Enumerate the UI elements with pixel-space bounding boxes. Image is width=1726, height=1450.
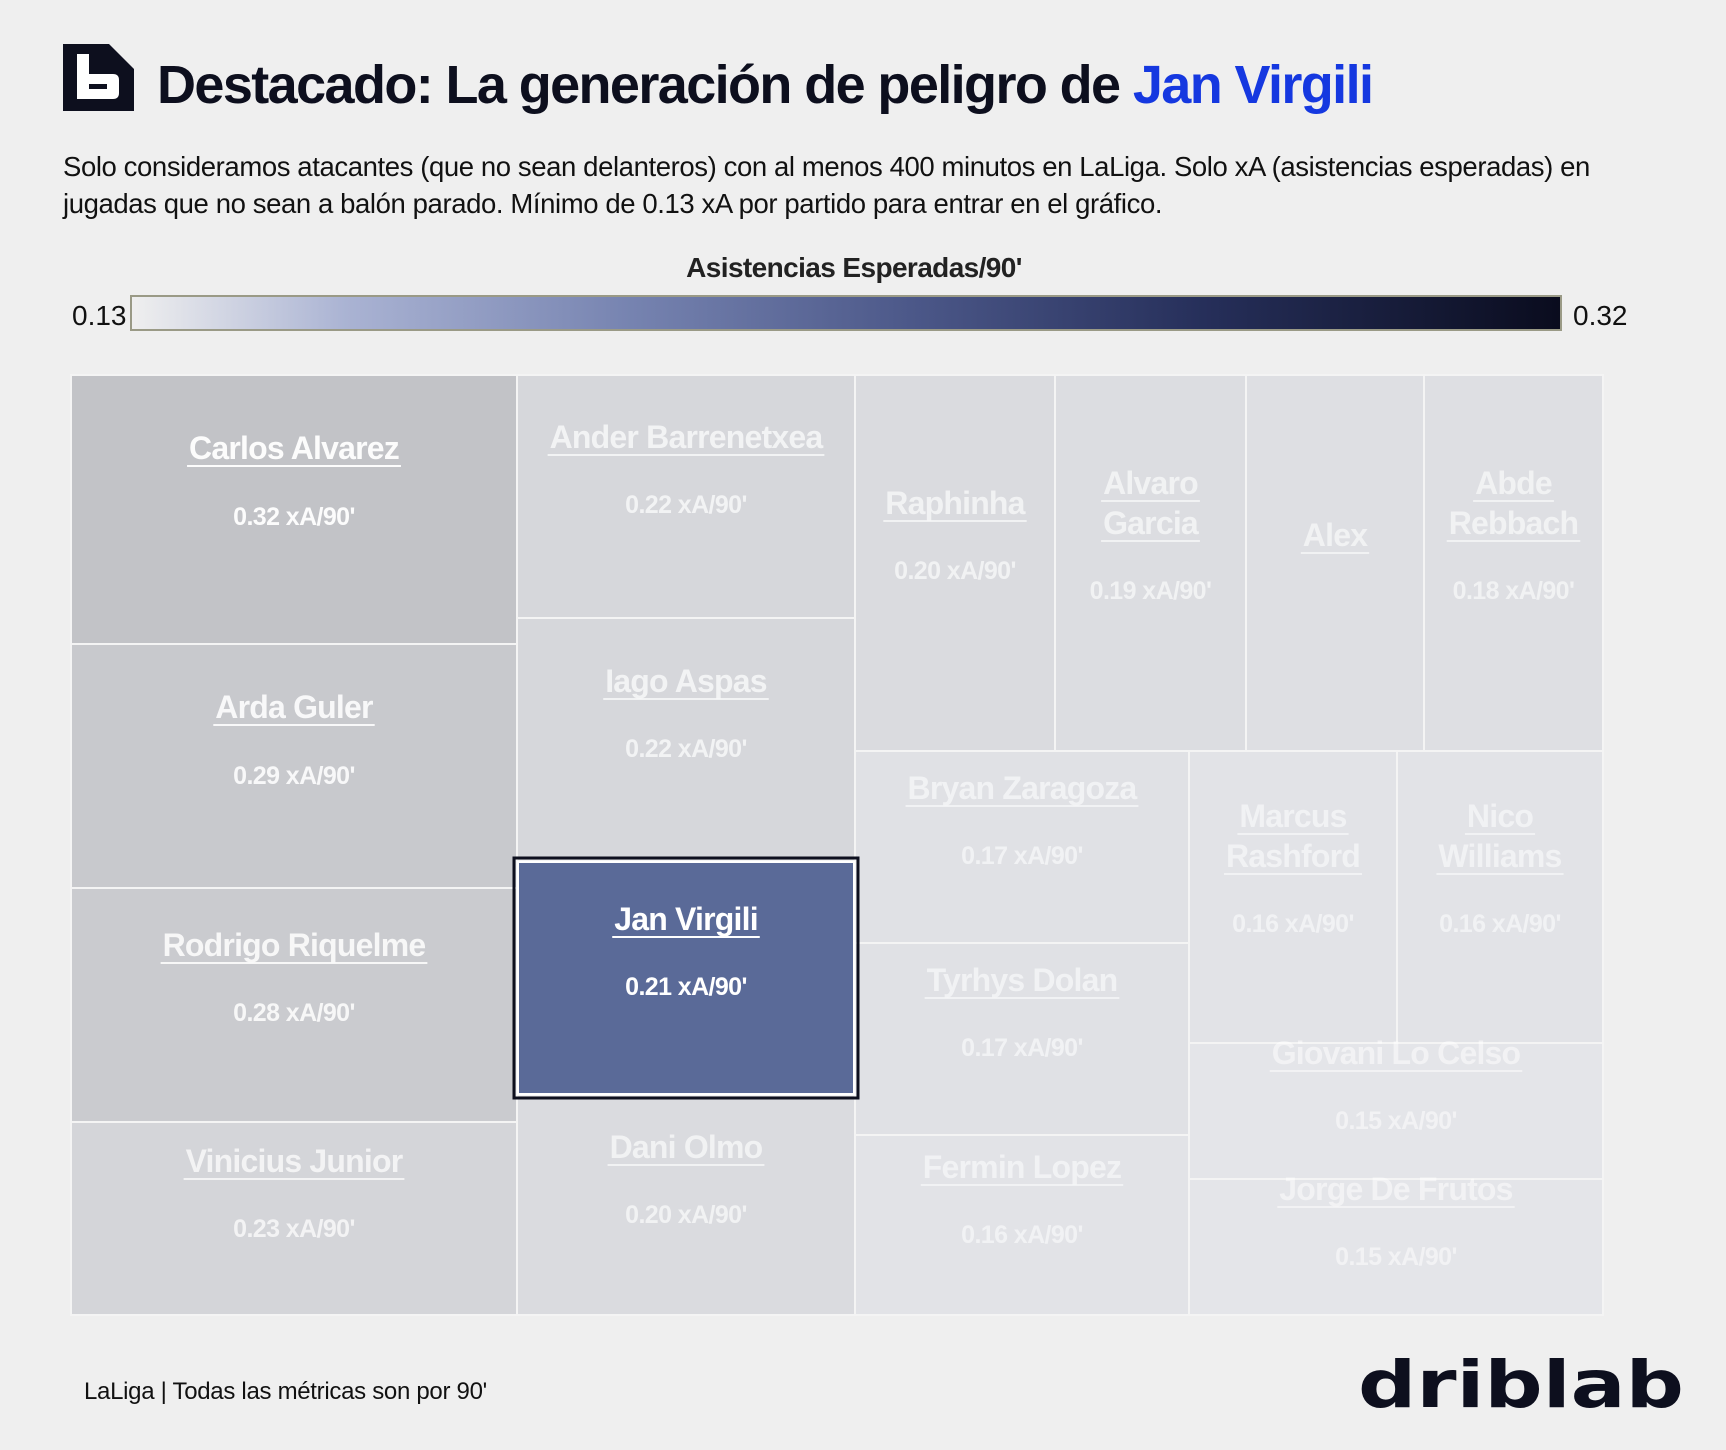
treemap-cell-giovani-lo-celso: [1188, 1042, 1604, 1180]
treemap-cell-bryan-zaragoza: [854, 750, 1190, 944]
treemap-cell-nico-williams: [1396, 750, 1604, 1044]
treemap-cell-vinicius-junior: [70, 1121, 518, 1316]
colorbar: [130, 295, 1562, 331]
treemap-cell-alvaro-garcia: [1054, 374, 1247, 752]
treemap-cell-abde-rebbach: [1423, 374, 1604, 752]
colorbar-title: Asistencias Esperadas/90': [686, 252, 1022, 283]
treemap-value-arda-guler: 0.29 xA/90': [233, 762, 355, 790]
treemap-name-alvaro-garcia: Alvaro: [1103, 465, 1198, 501]
driblab-logo: driblab: [1358, 1346, 1688, 1423]
treemap-cell-alex: [1245, 374, 1425, 752]
treemap-name-arda-guler: Arda Guler: [215, 689, 373, 725]
treemap-value-giovani-lo-celso: 0.15 xA/90': [1335, 1107, 1457, 1135]
treemap-cell-ander-barrenetxea: [516, 374, 856, 619]
treemap-name-fermin-lopez: Fermin Lopez: [923, 1149, 1121, 1185]
treemap-value-rodrigo-riquelme: 0.28 xA/90': [233, 999, 355, 1027]
treemap-name-abde-rebbach: Abde: [1475, 465, 1552, 501]
treemap-cell-jorge-de-frutos: [1188, 1178, 1604, 1316]
treemap-value-abde-rebbach: 0.18 xA/90': [1453, 577, 1575, 605]
treemap-value-dani-olmo: 0.20 xA/90': [625, 1201, 747, 1229]
treemap-value-nico-williams: 0.16 xA/90': [1439, 910, 1561, 938]
treemap-name-alex: Alex: [1303, 517, 1368, 553]
treemap-value-vinicius-junior: 0.23 xA/90': [233, 1215, 355, 1243]
treemap-name-nico-williams: Nico: [1467, 798, 1533, 834]
treemap-cell-rodrigo-riquelme: [70, 887, 518, 1123]
treemap-name-raphinha: Raphinha: [885, 485, 1025, 521]
treemap-value-tyrhys-dolan: 0.17 xA/90': [961, 1034, 1083, 1062]
treemap-name-bryan-zaragoza: Bryan Zaragoza: [908, 770, 1138, 806]
treemap-name-marcus-rashford: Marcus: [1239, 798, 1346, 834]
subtitle: Solo consideramos atacantes (que no sean…: [63, 151, 1590, 219]
colorbar-max-label: 0.32: [1573, 300, 1628, 331]
treemap-value-raphinha: 0.20 xA/90': [894, 557, 1016, 585]
treemap-name-abde-rebbach: Rebbach: [1449, 505, 1579, 541]
page-title: Destacado: La generación de peligro de J…: [157, 50, 1374, 120]
treemap-name-tyrhys-dolan: Tyrhys Dolan: [927, 962, 1118, 998]
treemap-name-jan-virgili: Jan Virgili: [614, 901, 758, 937]
treemap-value-jan-virgili: 0.21 xA/90': [625, 973, 747, 1001]
treemap-name-dani-olmo: Dani Olmo: [610, 1129, 763, 1165]
treemap-name-rodrigo-riquelme: Rodrigo Riquelme: [163, 927, 426, 963]
treemap-name-marcus-rashford: Rashford: [1226, 838, 1360, 874]
treemap-name-carlos-alvarez: Carlos Alvarez: [189, 430, 399, 466]
treemap-name-alvaro-garcia: Garcia: [1103, 505, 1199, 541]
treemap-name-vinicius-junior: Vinicius Junior: [186, 1143, 403, 1179]
treemap-name-giovani-lo-celso: Giovani Lo Celso: [1272, 1035, 1521, 1071]
treemap-cell-tyrhys-dolan: [854, 942, 1190, 1136]
highlight-outline: [512, 856, 860, 1100]
svg-text:driblab: driblab: [1358, 1358, 1684, 1414]
treemap-name-nico-williams: Williams: [1438, 838, 1561, 874]
treemap-value-ander-barrenetxea: 0.22 xA/90': [625, 491, 747, 519]
treemap-name-iago-aspas: Iago Aspas: [605, 663, 767, 699]
footer-note: LaLiga | Todas las métricas son por 90': [84, 1378, 487, 1405]
treemap-value-jorge-de-frutos: 0.15 xA/90': [1335, 1243, 1457, 1271]
treemap-name-jorge-de-frutos: Jorge De Frutos: [1279, 1171, 1512, 1207]
treemap-name-ander-barrenetxea: Ander Barrenetxea: [550, 419, 824, 455]
treemap-cell-carlos-alvarez: [70, 374, 518, 645]
treemap-value-carlos-alvarez: 0.32 xA/90': [233, 503, 355, 531]
title-prefix: Destacado: La generación de peligro de: [157, 55, 1133, 115]
driblab-icon: [63, 44, 134, 111]
title-highlight: Jan Virgili: [1132, 55, 1374, 115]
treemap-cell-dani-olmo: [516, 1094, 856, 1316]
treemap-value-alvaro-garcia: 0.19 xA/90': [1090, 577, 1212, 605]
treemap-value-iago-aspas: 0.22 xA/90': [625, 735, 747, 763]
treemap-value-marcus-rashford: 0.16 xA/90': [1232, 910, 1354, 938]
treemap-value-bryan-zaragoza: 0.17 xA/90': [961, 842, 1083, 870]
colorbar-min-label: 0.13: [72, 300, 127, 331]
treemap-cell-fermin-lopez: [854, 1134, 1190, 1316]
highlight-inner-border: [517, 861, 855, 1095]
treemap-cell-iago-aspas: [516, 617, 856, 862]
treemap-value-fermin-lopez: 0.16 xA/90': [961, 1221, 1083, 1249]
treemap-cell-marcus-rashford: [1188, 750, 1398, 1044]
treemap-cell-jan-virgili: [516, 860, 856, 1096]
